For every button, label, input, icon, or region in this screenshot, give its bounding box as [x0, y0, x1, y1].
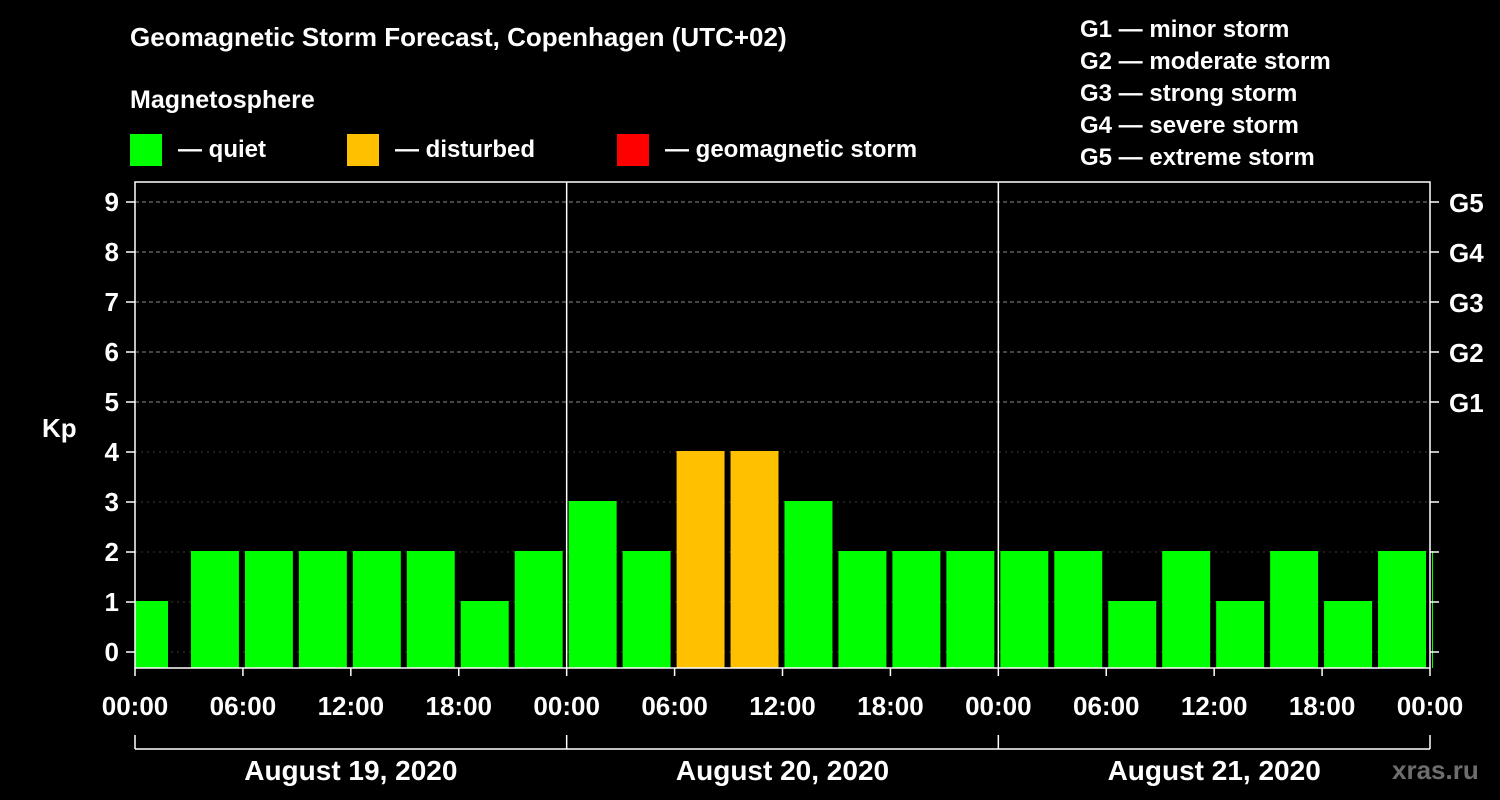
xtick-label-8: 00:00	[965, 691, 1032, 721]
legend-disturbed-swatch	[347, 134, 379, 166]
ytick-label-6: 6	[105, 337, 119, 367]
bar-14	[892, 551, 941, 668]
bar-1	[190, 551, 239, 668]
y-axis-label: Kp	[42, 413, 77, 443]
bar-24	[1432, 551, 1433, 668]
bar-17	[1054, 551, 1103, 668]
legend-quiet-swatch	[130, 134, 162, 166]
xtick-label-0: 00:00	[102, 691, 169, 721]
xtick-label-1: 06:00	[210, 691, 277, 721]
xtick-label-2: 12:00	[318, 691, 385, 721]
watermark: xras.ru	[1392, 755, 1479, 785]
bar-22	[1324, 601, 1373, 668]
bar-5	[406, 551, 455, 668]
legend-subtitle: Magnetosphere	[130, 86, 315, 114]
right-tick-label-G5: G5	[1449, 188, 1484, 218]
legend-storm-swatch	[617, 134, 649, 166]
ytick-label-3: 3	[105, 487, 119, 517]
bar-2	[244, 551, 293, 668]
legend-disturbed-label: — disturbed	[395, 136, 536, 163]
xtick-label-4: 00:00	[533, 691, 600, 721]
legend-quiet-label: — quiet	[178, 136, 266, 163]
legend-storm-label: — geomagnetic storm	[665, 136, 918, 163]
xtick-label-10: 12:00	[1181, 691, 1248, 721]
storm-level-g3: G3 — strong storm	[1080, 80, 1298, 107]
bar-0	[135, 601, 168, 668]
legend-storm: — geomagnetic storm	[617, 133, 917, 167]
storm-level-g2: G2 — moderate storm	[1080, 48, 1331, 75]
legend-quiet: — quiet	[130, 133, 266, 167]
bar-12	[784, 501, 833, 668]
ytick-label-4: 4	[105, 437, 120, 467]
bar-15	[946, 551, 995, 668]
xtick-label-11: 18:00	[1289, 691, 1356, 721]
right-tick-label-G3: G3	[1449, 288, 1484, 318]
xtick-label-6: 12:00	[749, 691, 816, 721]
day-label-2: August 21, 2020	[1108, 755, 1321, 786]
storm-level-legend: G1 — minor storm G2 — moderate storm G3 …	[1080, 14, 1331, 174]
storm-level-g1: G1 — minor storm	[1080, 16, 1290, 43]
ytick-label-7: 7	[105, 287, 119, 317]
day-label-0: August 19, 2020	[244, 755, 457, 786]
xtick-label-9: 06:00	[1073, 691, 1140, 721]
right-tick-label-G2: G2	[1449, 338, 1484, 368]
bar-4	[352, 551, 401, 668]
bar-7	[514, 551, 563, 668]
bar-23	[1378, 551, 1426, 668]
bar-16	[1000, 551, 1049, 668]
xtick-label-3: 18:00	[426, 691, 493, 721]
right-tick-label-G4: G4	[1449, 238, 1484, 268]
ytick-label-8: 8	[105, 237, 119, 267]
xtick-label-12: 00:00	[1397, 691, 1464, 721]
storm-level-g4: G4 — severe storm	[1080, 112, 1299, 139]
ytick-label-0: 0	[105, 637, 119, 667]
bar-21	[1270, 551, 1319, 668]
ytick-label-2: 2	[105, 537, 119, 567]
ytick-label-9: 9	[105, 187, 119, 217]
bar-9	[622, 551, 671, 668]
bar-6	[460, 601, 509, 668]
right-tick-label-G1: G1	[1449, 388, 1484, 418]
chart-title: Geomagnetic Storm Forecast, Copenhagen (…	[130, 22, 787, 52]
bar-13	[838, 551, 887, 668]
day-label-1: August 20, 2020	[676, 755, 889, 786]
ytick-label-1: 1	[105, 587, 119, 617]
ytick-label-5: 5	[105, 387, 119, 417]
bar-3	[298, 551, 347, 668]
bar-10	[676, 451, 725, 668]
bar-11	[730, 451, 779, 668]
xtick-label-7: 18:00	[857, 691, 924, 721]
bar-8	[568, 501, 617, 668]
bar-20	[1216, 601, 1265, 668]
bar-18	[1108, 601, 1157, 668]
legend-disturbed: — disturbed	[347, 133, 535, 167]
storm-level-g5: G5 — extreme storm	[1080, 144, 1315, 171]
xtick-label-5: 06:00	[641, 691, 708, 721]
bar-19	[1162, 551, 1211, 668]
